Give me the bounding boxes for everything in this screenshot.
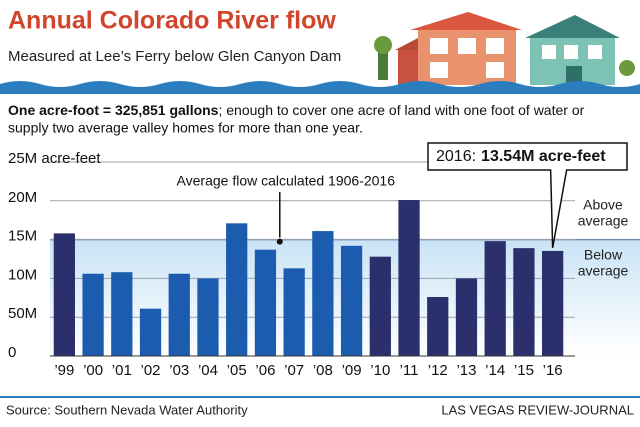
- bar: [53, 233, 75, 356]
- chart-title: Annual Colorado River flow: [8, 7, 336, 35]
- x-tick-label: ’11: [400, 362, 419, 379]
- bar: [513, 248, 535, 356]
- x-tick-label: ’12: [428, 362, 448, 379]
- x-tick-label: ’03: [169, 362, 189, 379]
- x-tick-label: ’05: [227, 362, 247, 379]
- x-tick-label: ’13: [456, 362, 476, 379]
- y-tick-label: 15M: [8, 228, 37, 245]
- y-tick-label: 20M: [8, 189, 37, 206]
- bar: [139, 308, 162, 356]
- bar: [369, 256, 391, 356]
- note-bold: One acre-foot = 325,851 gallons: [8, 102, 219, 118]
- x-tick-label: ’09: [342, 362, 362, 379]
- x-tick-label: ’08: [313, 362, 333, 379]
- callout-box: [427, 142, 628, 249]
- bar: [455, 278, 478, 356]
- x-tick-label: ’07: [284, 362, 304, 379]
- bar: [542, 250, 564, 356]
- callout-value: 13.54M acre-feet: [481, 148, 606, 165]
- bar: [398, 200, 420, 356]
- bar: [197, 278, 219, 356]
- y-tick-label: 25M acre-feet: [8, 150, 101, 167]
- x-tick-label: ’02: [141, 362, 161, 379]
- water-band: [0, 81, 640, 94]
- below-label: Below average: [578, 246, 629, 278]
- annotation-bg: [169, 173, 410, 191]
- x-tick-label: ’00: [83, 362, 103, 379]
- x-tick-label: ’04: [198, 362, 218, 379]
- bar: [254, 249, 277, 356]
- chart-subtitle: Measured at Lee’s Ferry below Glen Canyo…: [8, 48, 341, 65]
- x-tick-label: ’99: [54, 362, 74, 379]
- y-tick-label: 50M: [8, 305, 37, 322]
- above-label-line: average: [578, 212, 629, 228]
- below-label-line: Below: [584, 246, 623, 262]
- bar: [312, 231, 334, 356]
- callout-prefix: 2016:: [436, 148, 476, 165]
- y-tick-label: 10M: [8, 266, 37, 283]
- above-label-line: Above: [583, 196, 623, 212]
- x-tick-label: ’01: [112, 362, 132, 379]
- annotation-dot: [276, 238, 283, 245]
- note-text: ; enough to cover one acre of land with …: [218, 102, 584, 118]
- below-label-line: average: [578, 262, 629, 278]
- y-tick-label: 0: [8, 344, 16, 361]
- x-tick-label: ’16: [543, 362, 563, 379]
- x-tick-label: ’15: [514, 362, 534, 379]
- x-tick-label: ’14: [485, 362, 505, 379]
- x-tick-label: ’06: [255, 362, 275, 379]
- note-text-line2: supply two average valley homes for more…: [8, 120, 363, 136]
- bar: [111, 272, 133, 356]
- bar: [82, 273, 104, 356]
- above-label: Above average: [578, 196, 629, 228]
- bar: [283, 268, 305, 356]
- plot: 0 50M 10M 15M 20M 25M acre-feet ’99 ’00 ’01 ’02 ’0…: [8, 142, 640, 379]
- bar: [427, 297, 449, 356]
- houses-illustration: [374, 12, 635, 85]
- x-tick-label: ’10: [370, 362, 390, 379]
- note: One acre-foot = 325,851 gallons; enough …: [8, 102, 585, 118]
- bar: [340, 245, 363, 356]
- bar: [484, 241, 506, 356]
- bar: [168, 273, 190, 356]
- bar: [226, 223, 248, 356]
- average-annotation: Average flow calculated 1906-2016: [177, 173, 396, 189]
- credit: LAS VEGAS REVIEW-JOURNAL: [441, 402, 634, 417]
- source: Source: Southern Nevada Water Authority: [6, 402, 248, 417]
- callout: 2016: 13.54M acre-feet: [436, 148, 606, 165]
